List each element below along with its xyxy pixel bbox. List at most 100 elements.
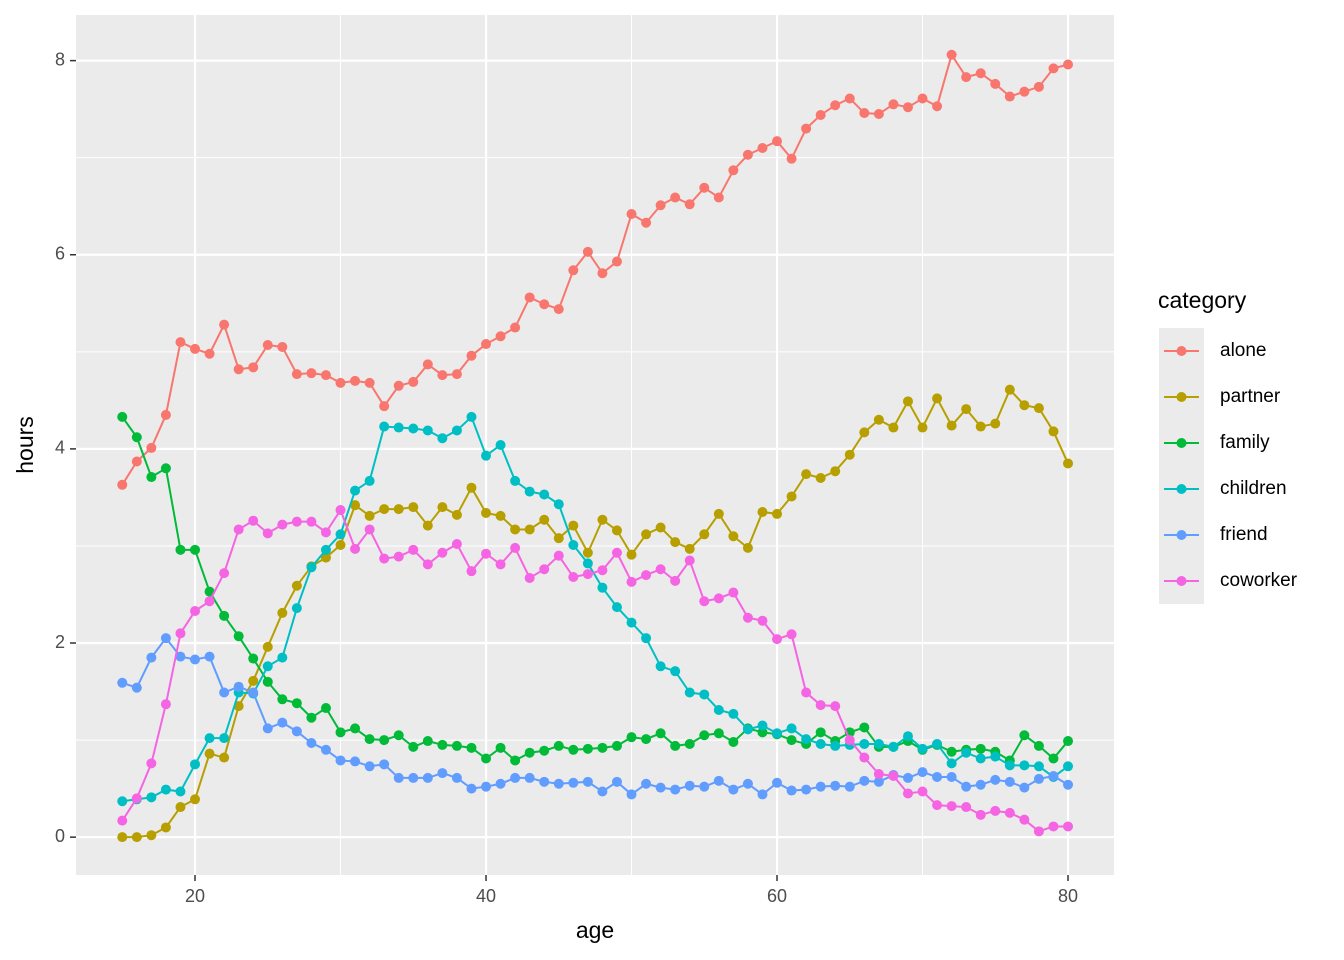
data-point [393,504,404,515]
data-point [364,734,375,745]
data-point [742,724,753,735]
data-point [713,508,724,519]
data-point [393,551,404,562]
data-point [902,396,913,407]
data-point [1048,63,1059,74]
data-point [190,794,201,805]
data-point [815,781,826,792]
legend-label: friend [1220,524,1268,545]
data-point [320,552,331,563]
data-point [815,109,826,120]
data-point [1004,91,1015,102]
data-point [553,740,564,751]
data-point [626,789,637,800]
data-point [641,633,652,644]
data-point [451,509,462,520]
data-point [466,482,477,493]
data-point [917,743,928,754]
data-point [262,723,273,734]
data-point [481,450,492,461]
data-point [597,268,608,279]
data-point [859,722,870,733]
data-point [961,72,972,83]
data-point [873,776,884,787]
data-point [932,101,943,112]
data-point [524,572,535,583]
data-point [364,510,375,521]
data-point [568,744,579,755]
data-point [451,740,462,751]
data-point [175,802,186,813]
data-point [146,830,157,841]
data-point [422,425,433,436]
data-point [786,629,797,640]
data-point [655,728,666,739]
data-point [757,789,768,800]
data-point [437,739,448,750]
data-point [481,548,492,559]
data-point [946,746,957,757]
data-point [437,370,448,381]
data-point [786,785,797,796]
data-point [466,566,477,577]
data-point [611,776,622,787]
data-point [277,652,288,663]
data-point [713,704,724,715]
data-point [204,586,215,597]
data-point [277,341,288,352]
x-axis-title: age [576,917,614,943]
data-point [248,362,259,373]
data-point [306,368,317,379]
data-point [408,741,419,752]
data-point [772,728,783,739]
data-point [859,752,870,763]
data-point [757,506,768,517]
data-point [728,737,739,748]
data-point [1048,770,1059,781]
data-point [990,774,1001,785]
data-point [917,93,928,104]
y-tick-label: 0 [55,826,65,846]
data-point [582,547,593,558]
data-point [728,784,739,795]
data-point [553,533,564,544]
data-point [379,553,390,564]
data-point [917,422,928,433]
data-point [975,753,986,764]
data-point [888,99,899,110]
data-point [1019,400,1030,411]
data-point [393,772,404,783]
data-point [379,504,390,515]
data-point [510,475,521,486]
data-point [495,440,506,450]
data-point [320,703,331,714]
legend-label: partner [1220,386,1281,407]
data-point [233,631,244,642]
data-point [451,425,462,436]
data-point [422,772,433,783]
data-point [815,473,826,484]
data-point [262,340,273,351]
data-point [684,555,695,566]
data-point [466,350,477,361]
data-point [291,603,302,614]
data-point [539,514,550,525]
data-point [582,558,593,569]
data-point [219,733,230,744]
data-point [204,348,215,359]
data-point [961,802,972,813]
data-point [830,701,841,712]
data-point [451,539,462,550]
data-point [393,730,404,741]
data-point [131,793,142,804]
data-point [291,726,302,737]
data-point [611,547,622,558]
data-point [844,781,855,792]
data-point [393,422,404,433]
legend-title: category [1158,287,1247,313]
data-point [350,485,361,496]
data-point [1048,753,1059,764]
data-point [772,136,783,147]
data-point [1033,403,1044,414]
data-point [772,634,783,645]
